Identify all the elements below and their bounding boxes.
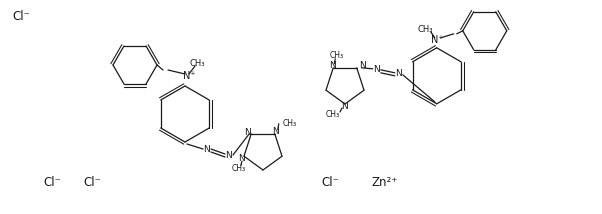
Text: Cl⁻: Cl⁻ [43, 175, 61, 189]
Text: N: N [244, 128, 250, 137]
Text: N: N [373, 65, 380, 74]
Text: N: N [396, 69, 402, 78]
Text: N: N [341, 101, 347, 110]
Text: CH₃: CH₃ [189, 58, 205, 67]
Text: N⁺: N⁺ [432, 35, 444, 45]
Text: N: N [329, 61, 336, 70]
Text: CH₃: CH₃ [326, 110, 340, 119]
Text: CH₃: CH₃ [329, 51, 343, 60]
Text: N: N [238, 154, 246, 163]
Text: Zn²⁺: Zn²⁺ [372, 175, 398, 189]
Text: Cl⁻: Cl⁻ [321, 175, 339, 189]
Text: N: N [203, 146, 210, 155]
Text: Cl⁻: Cl⁻ [83, 175, 101, 189]
Text: N⁺: N⁺ [182, 71, 195, 81]
Text: N: N [359, 61, 365, 70]
Text: Cl⁻: Cl⁻ [12, 10, 30, 23]
Text: CH₃: CH₃ [283, 119, 297, 128]
Text: N: N [226, 150, 232, 159]
Text: N: N [272, 127, 279, 136]
Text: CH₃: CH₃ [232, 164, 246, 173]
Text: CH₃: CH₃ [417, 25, 432, 34]
